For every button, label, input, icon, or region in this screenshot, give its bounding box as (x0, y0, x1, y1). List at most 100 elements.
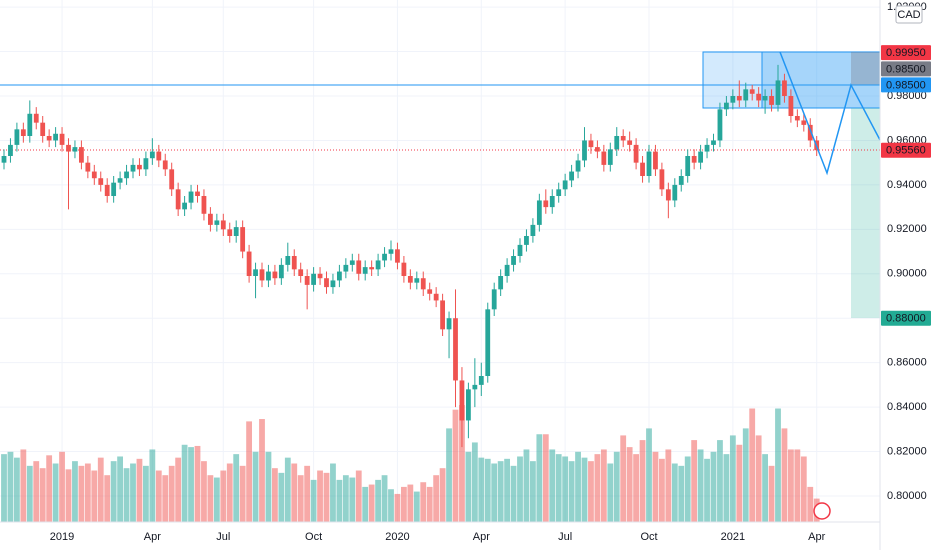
volume-bar (484, 458, 491, 522)
candle-body (736, 96, 742, 101)
volume-bar (39, 468, 46, 522)
volume-bar (697, 449, 704, 522)
volume-bar (497, 461, 504, 522)
candle-body (143, 158, 149, 170)
candle-body (433, 293, 439, 301)
candle-body (117, 178, 123, 183)
volume-bar (426, 486, 433, 522)
volume-bar (362, 486, 369, 522)
candle-body (220, 220, 226, 230)
candle-body (536, 200, 542, 225)
candle-body (253, 269, 258, 276)
candle-body (40, 122, 46, 136)
candle-body (672, 184, 678, 201)
candle-body (66, 144, 71, 152)
volume-bar (620, 435, 627, 522)
candle-body (259, 269, 265, 281)
x-tick-label: Oct (640, 531, 657, 543)
y-tick-label: 0.86000 (887, 357, 927, 369)
volume-bar (130, 463, 136, 522)
volume-bar (72, 461, 78, 522)
y-tick-label: 0.98000 (887, 90, 927, 102)
x-tick-label: Apr (473, 531, 490, 543)
volume-bar (143, 465, 149, 522)
candle-body (685, 156, 691, 176)
volume-bar (52, 463, 59, 522)
candle-body (730, 96, 736, 103)
candle-body (375, 260, 381, 270)
volume-bar (729, 435, 736, 522)
candle-body (156, 151, 162, 161)
volume-bar (291, 463, 298, 522)
y-tick-label: 0.84000 (887, 401, 927, 413)
volume-bar (349, 477, 356, 522)
volume-bar (807, 486, 814, 522)
candle-body (208, 213, 213, 225)
volume-bar (575, 451, 581, 522)
candle-body (807, 124, 813, 141)
volume-bar (607, 463, 614, 522)
candle-body (549, 196, 555, 208)
candle-body (98, 178, 104, 185)
volume-bar (671, 463, 678, 522)
volume-bar (46, 455, 53, 522)
candle-body (337, 271, 342, 281)
candle-body (678, 176, 684, 185)
volume-bar (588, 461, 594, 522)
volume-bar (381, 475, 388, 522)
candle-body (27, 113, 33, 136)
candle-body (627, 140, 633, 145)
volume-bar (59, 451, 65, 522)
volume-bar (633, 454, 639, 522)
candle-body (769, 96, 774, 105)
candle-body (775, 80, 781, 105)
candle-body (330, 280, 336, 288)
price-label-box (881, 77, 931, 93)
volume-bar (665, 449, 672, 522)
candle-body (317, 273, 323, 279)
candle-body (278, 264, 284, 279)
candle-body (298, 269, 304, 276)
candle-body (388, 249, 394, 254)
volume-bar (626, 447, 633, 522)
price-label-text: 0.98500 (886, 79, 926, 91)
x-tick-label: 2021 (721, 531, 745, 543)
candle-body (214, 220, 220, 225)
volume-bar (568, 461, 575, 522)
candle-body (401, 262, 407, 276)
y-tick-label: 0.80000 (887, 490, 927, 502)
price-label-text: 0.99950 (886, 47, 926, 59)
candle-body (459, 380, 465, 421)
volume-bar (123, 468, 130, 522)
price-label: 0.95560 (881, 142, 931, 158)
candle-body (291, 256, 297, 270)
candle-body (704, 144, 710, 152)
volume-bar (794, 449, 801, 522)
volume-bar (536, 434, 543, 522)
volume-layer (1, 405, 820, 522)
volume-bar (465, 451, 472, 522)
candle-body (175, 189, 181, 210)
x-tick-label: Oct (305, 531, 322, 543)
candle-body (743, 89, 749, 101)
candle-body (801, 120, 807, 125)
candle-body (407, 276, 413, 283)
price-label-text: 0.88000 (886, 313, 926, 325)
y-tick-label: 0.92000 (887, 223, 927, 235)
volume-bar (471, 442, 478, 522)
volume-bar (413, 491, 420, 522)
price-label: 0.98500 (881, 61, 931, 77)
axes: 0.80000 0.82000 0.84000 0.86000 0.88000 0.900… (50, 1, 931, 543)
candle-body (524, 236, 529, 245)
x-tick-label: 2019 (50, 531, 74, 543)
candle-body (569, 171, 574, 181)
candle-body (427, 289, 433, 294)
volume-bar (91, 470, 98, 522)
candle-body (446, 318, 452, 330)
candle-body (698, 151, 703, 163)
candle-body (582, 140, 587, 161)
candle-body (511, 256, 516, 265)
currency: CAD (897, 9, 920, 21)
volume-bar (736, 444, 743, 522)
volume-bar (220, 470, 227, 522)
